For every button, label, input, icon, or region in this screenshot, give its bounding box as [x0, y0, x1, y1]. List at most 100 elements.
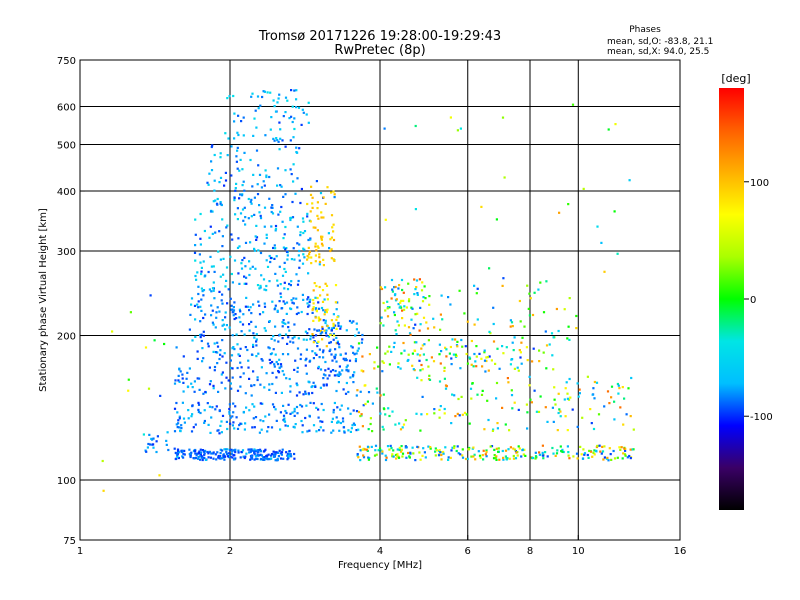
data-point	[279, 295, 283, 299]
data-point	[270, 337, 273, 340]
data-point	[276, 284, 279, 287]
data-point	[495, 458, 498, 461]
data-point	[219, 454, 222, 458]
data-point	[199, 212, 202, 216]
data-point	[317, 319, 321, 322]
data-point	[356, 454, 359, 457]
data-point	[453, 394, 456, 397]
data-point	[197, 292, 200, 296]
data-point	[208, 383, 212, 386]
data-point	[153, 339, 156, 342]
data-point	[190, 297, 194, 300]
data-point	[421, 368, 424, 371]
data-point	[185, 377, 188, 380]
data-point	[392, 455, 395, 458]
data-point	[397, 362, 400, 365]
data-point	[402, 299, 405, 302]
data-point	[288, 450, 291, 453]
data-point	[230, 366, 233, 370]
data-point	[283, 287, 286, 290]
y-tick-label: 75	[63, 536, 76, 547]
data-point	[464, 345, 467, 348]
data-point	[297, 254, 300, 257]
data-point	[177, 379, 180, 382]
data-point	[308, 250, 311, 253]
data-point	[608, 402, 611, 405]
data-point	[214, 453, 217, 456]
data-point	[413, 293, 416, 296]
data-point	[373, 367, 376, 370]
data-point	[218, 181, 221, 184]
data-point	[631, 448, 634, 451]
data-point	[352, 381, 355, 384]
data-point	[194, 218, 197, 221]
data-point	[254, 325, 257, 328]
data-point	[623, 447, 626, 450]
data-point	[519, 356, 522, 359]
data-point	[502, 458, 505, 461]
data-point	[186, 385, 190, 389]
data-point	[379, 412, 382, 415]
data-point	[401, 288, 404, 292]
data-point	[270, 454, 273, 457]
data-point	[260, 186, 263, 189]
data-point	[296, 370, 299, 373]
phases-o-stats: mean, sd,O: -83.8, 21.1	[607, 37, 713, 47]
data-point	[288, 282, 291, 286]
data-point	[233, 199, 236, 202]
data-point	[314, 226, 317, 229]
data-point	[306, 298, 309, 301]
data-point	[202, 357, 205, 360]
data-point	[518, 447, 521, 450]
data-point	[244, 346, 247, 349]
data-point	[256, 284, 260, 287]
data-point	[394, 329, 397, 332]
data-point	[257, 300, 260, 303]
data-point	[307, 272, 310, 275]
data-point	[219, 176, 223, 179]
data-point	[467, 448, 471, 451]
data-point	[293, 410, 296, 413]
data-point	[239, 193, 242, 196]
data-point	[526, 284, 529, 287]
data-point	[210, 145, 213, 149]
data-point	[349, 430, 352, 433]
data-point	[541, 444, 544, 447]
data-point	[384, 309, 387, 312]
data-point	[545, 280, 548, 283]
data-point	[557, 392, 560, 395]
data-point	[228, 412, 231, 415]
data-point	[202, 392, 205, 395]
data-point	[272, 453, 275, 456]
data-point	[202, 316, 205, 320]
data-point	[286, 288, 290, 291]
data-point	[219, 275, 222, 278]
data-point	[248, 273, 251, 277]
data-point	[203, 452, 206, 455]
data-point	[199, 448, 202, 451]
data-point	[269, 260, 272, 264]
data-point	[485, 359, 488, 363]
data-point	[284, 169, 287, 172]
data-point	[230, 387, 233, 390]
data-point	[352, 320, 355, 323]
data-point	[241, 259, 244, 262]
data-point	[491, 429, 494, 432]
data-point	[465, 352, 468, 356]
data-point	[229, 416, 232, 419]
data-point	[231, 238, 234, 241]
data-point	[199, 261, 202, 264]
data-point	[490, 359, 493, 362]
data-point	[497, 447, 500, 450]
data-point	[217, 250, 220, 253]
data-point	[516, 366, 519, 369]
data-point	[262, 456, 265, 459]
data-point	[290, 173, 293, 176]
data-point	[342, 388, 345, 391]
data-point	[228, 407, 231, 411]
data-point	[233, 196, 236, 199]
data-point	[324, 369, 327, 372]
data-point	[223, 455, 227, 458]
data-point	[253, 451, 256, 454]
data-point	[509, 446, 512, 449]
